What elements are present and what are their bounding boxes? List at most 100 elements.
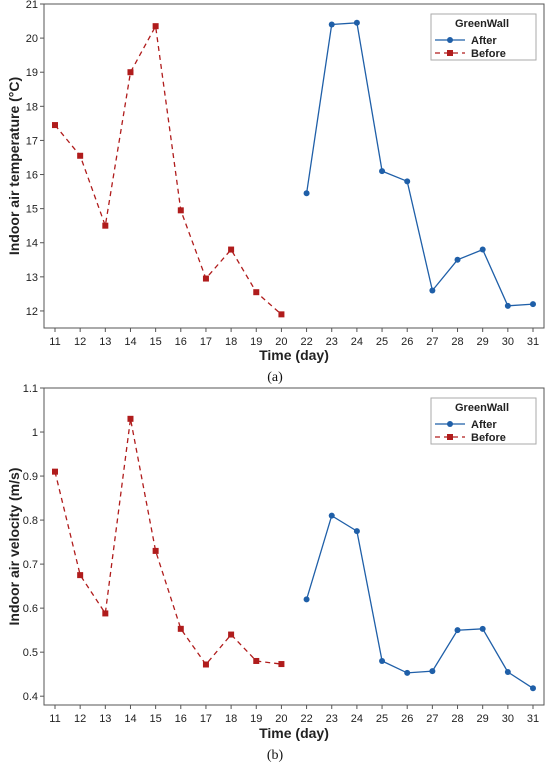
data-point bbox=[379, 168, 386, 175]
legend-swatch-marker bbox=[447, 421, 453, 427]
y-tick-label: 14 bbox=[26, 238, 38, 250]
y-tick-label: 0.5 bbox=[23, 647, 38, 659]
x-tick-label: 30 bbox=[502, 713, 514, 725]
x-tick-label: 23 bbox=[326, 713, 338, 725]
x-tick-label: 25 bbox=[376, 713, 388, 725]
data-point bbox=[504, 668, 511, 675]
y-tick-label: 0.7 bbox=[23, 559, 38, 571]
series-line-before bbox=[54, 418, 282, 666]
legend-swatch-marker bbox=[447, 37, 453, 43]
x-tick-label: 13 bbox=[99, 336, 111, 348]
x-tick-label: 11 bbox=[49, 713, 60, 725]
x-tick-label: 28 bbox=[451, 336, 463, 348]
x-tick-label: 14 bbox=[124, 713, 136, 725]
x-tick-label: 20 bbox=[275, 336, 287, 348]
x-tick-label: 15 bbox=[150, 713, 162, 725]
series-before bbox=[52, 23, 285, 318]
data-point bbox=[530, 685, 536, 692]
y-tick-label: 17 bbox=[26, 135, 38, 147]
data-point bbox=[328, 21, 335, 28]
legend-title: GreenWall bbox=[455, 402, 509, 414]
data-point bbox=[202, 275, 209, 282]
plot-frame bbox=[43, 3, 545, 329]
x-tick-label: 22 bbox=[300, 713, 312, 725]
data-point bbox=[303, 596, 310, 603]
x-tick-label: 24 bbox=[351, 336, 363, 348]
x-tick-label: 16 bbox=[175, 713, 187, 725]
y-tick-label: 15 bbox=[26, 204, 38, 216]
data-point bbox=[202, 661, 209, 668]
data-point bbox=[429, 287, 436, 294]
y-tick-label: 0.9 bbox=[23, 471, 38, 483]
y-tick-label: 19 bbox=[26, 67, 38, 79]
series-line-before bbox=[54, 24, 282, 315]
x-tick-label: 18 bbox=[225, 713, 237, 725]
y-tick-label: 1.1 bbox=[23, 383, 38, 395]
x-tick-label: 18 bbox=[225, 336, 237, 348]
data-point bbox=[52, 468, 58, 475]
x-tick-label: 26 bbox=[401, 336, 413, 348]
data-point bbox=[127, 415, 134, 422]
data-point bbox=[429, 668, 436, 675]
series-after bbox=[303, 512, 536, 692]
x-tick-label: 27 bbox=[426, 336, 438, 348]
panel-caption: (a) bbox=[267, 370, 283, 385]
y-tick-label: 13 bbox=[26, 272, 38, 284]
legend-title: GreenWall bbox=[455, 18, 509, 30]
data-point bbox=[404, 669, 411, 676]
data-point bbox=[152, 547, 159, 554]
chart-panel-2: 0.4 0.5 0.6 0.7 0.8 0.9 1 1.1 11 12 13 14 15 16 17 18 19… bbox=[6, 383, 545, 763]
data-point bbox=[228, 631, 235, 638]
x-axis-title: Time (day) bbox=[259, 347, 329, 363]
x-tick-label: 12 bbox=[74, 713, 86, 725]
series-line-after bbox=[305, 514, 534, 689]
data-point bbox=[228, 246, 235, 253]
legend-label-after: After bbox=[471, 35, 497, 47]
data-point bbox=[353, 19, 360, 26]
y-tick-label: 1 bbox=[32, 427, 38, 439]
x-tick-label: 31 bbox=[527, 713, 539, 725]
x-tick-label: 19 bbox=[250, 713, 262, 725]
legend-label-before: Before bbox=[471, 432, 506, 444]
y-tick-label: 21 bbox=[26, 0, 38, 11]
y-axis-title: Indoor air velocity (m/s) bbox=[6, 468, 22, 626]
series-after bbox=[303, 19, 536, 309]
panel-caption: (b) bbox=[267, 748, 284, 763]
x-tick-label: 17 bbox=[200, 713, 212, 725]
x-tick-label: 17 bbox=[200, 336, 212, 348]
data-point bbox=[278, 311, 285, 318]
data-point bbox=[102, 222, 109, 229]
data-point bbox=[454, 627, 461, 634]
x-tick-label: 31 bbox=[527, 336, 539, 348]
y-tick-label: 12 bbox=[26, 306, 38, 318]
data-point bbox=[328, 512, 335, 519]
data-point bbox=[152, 23, 159, 30]
data-point bbox=[379, 657, 386, 664]
x-tick-label: 15 bbox=[150, 336, 162, 348]
x-tick-label: 16 bbox=[175, 336, 187, 348]
x-tick-label: 12 bbox=[74, 336, 86, 348]
data-point bbox=[353, 528, 360, 535]
x-tick-label: 29 bbox=[477, 336, 489, 348]
x-tick-label: 29 bbox=[477, 713, 489, 725]
data-point bbox=[253, 657, 260, 664]
data-point bbox=[303, 190, 310, 197]
legend-label-before: Before bbox=[471, 48, 506, 60]
legend-swatch-marker bbox=[447, 434, 453, 440]
x-tick-label: 28 bbox=[451, 713, 463, 725]
data-point bbox=[253, 289, 260, 296]
data-point bbox=[278, 661, 285, 668]
data-point bbox=[52, 122, 58, 129]
y-tick-label: 20 bbox=[26, 33, 38, 45]
y-tick-label: 0.8 bbox=[23, 515, 38, 527]
x-tick-label: 20 bbox=[275, 713, 287, 725]
x-tick-label: 19 bbox=[250, 336, 262, 348]
x-tick-label: 30 bbox=[502, 336, 514, 348]
y-tick-label: 16 bbox=[26, 170, 38, 182]
series-line-after bbox=[305, 22, 534, 307]
x-axis-title: Time (day) bbox=[259, 725, 329, 741]
x-tick-label: 11 bbox=[49, 336, 60, 348]
x-tick-label: 13 bbox=[99, 713, 111, 725]
